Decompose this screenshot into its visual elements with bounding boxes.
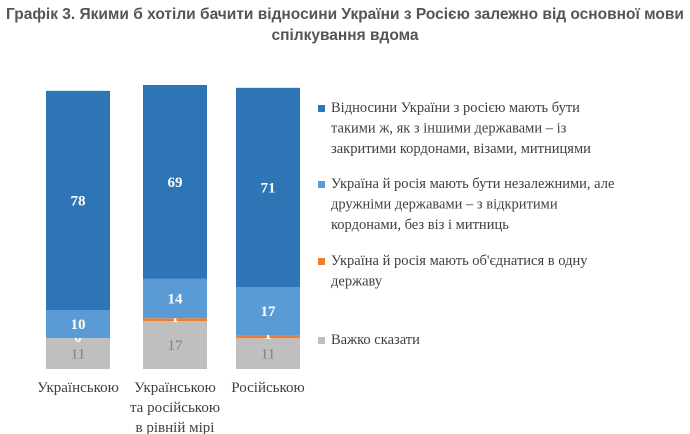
bar-segment (143, 321, 207, 369)
data-label: 14 (168, 292, 184, 308)
legend-label: Важко сказати (331, 332, 420, 348)
bar-segment (46, 309, 110, 339)
legend-label: дружніми державами – з відкритими (331, 197, 558, 213)
legend-label: Відносини України з росією мають бути (331, 100, 580, 116)
data-label: 11 (71, 347, 85, 363)
data-label: 10 (71, 317, 86, 333)
category-label: та російською (130, 400, 220, 416)
bar-segment (236, 87, 300, 288)
data-label: 78 (71, 193, 86, 209)
bar-segment (236, 287, 300, 336)
bar-segment (46, 90, 110, 310)
data-label: 69 (168, 175, 183, 191)
bar-segment (46, 338, 110, 369)
bar-segment (143, 85, 207, 279)
legend-label: державу (331, 274, 383, 290)
legend-label: такими ж, як з іншими державами – із (331, 121, 567, 137)
chart-title: Графік 3. Якими б хотіли бачити відносин… (6, 6, 684, 44)
legend-label: Україна й росія мають об'єднатися в одну (331, 253, 588, 269)
data-label: 17 (261, 304, 277, 320)
data-label: 17 (168, 338, 184, 354)
data-label: 11 (261, 347, 275, 363)
bar-segment (143, 318, 207, 322)
legend-label: закритими кордонами, візами, митницями (331, 141, 591, 157)
legend-marker (318, 337, 325, 344)
legend-label: Україна й росія мають бути незалежними, … (331, 176, 614, 192)
category-label: Російською (231, 380, 304, 396)
legend-marker (318, 181, 325, 188)
bar-segment (143, 278, 207, 319)
legend-marker (318, 258, 325, 265)
category-label: Українською (134, 380, 216, 396)
legend-marker (318, 105, 325, 112)
legend-label: кордонами, без віз і митниць (331, 217, 509, 233)
bar-segment (236, 338, 300, 369)
bar-segment (236, 335, 300, 339)
data-label: 71 (261, 181, 276, 197)
category-label: в рівній мірі (136, 420, 215, 434)
category-label: Українською (37, 380, 119, 396)
